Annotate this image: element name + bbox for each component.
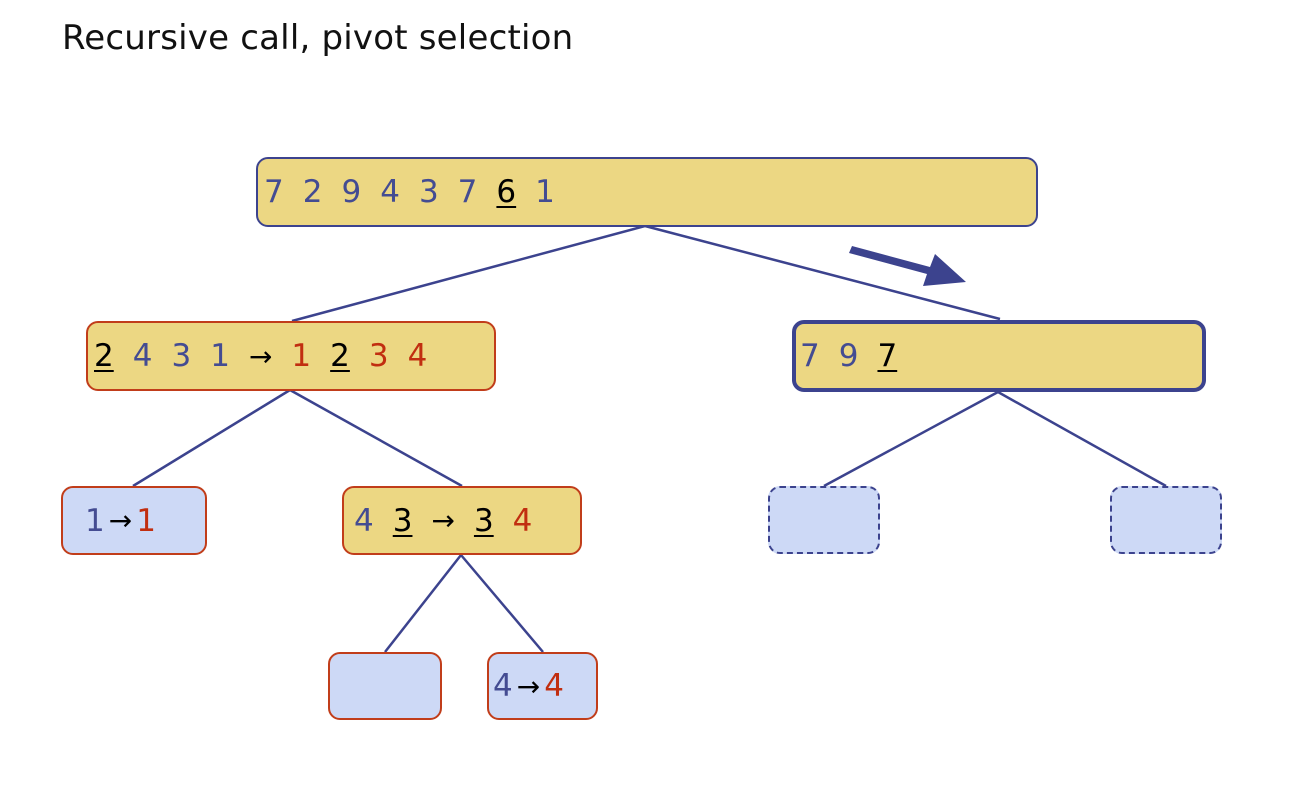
arrow-icon: → — [108, 504, 133, 537]
edge-leftright-left — [384, 554, 462, 653]
node-root: 7 2 9 4 3 7 6 1 — [256, 157, 1038, 227]
edge-left-leftleft — [132, 388, 291, 488]
digit: 3 — [171, 338, 192, 374]
digit: 1 — [136, 502, 156, 539]
digit: 7 — [264, 174, 284, 210]
pivot-digit: 3 — [392, 502, 413, 539]
digit: 4 — [380, 174, 400, 210]
digit: 3 — [418, 174, 439, 210]
node-right: 7 9 7 — [792, 320, 1206, 392]
edge-right-rightright — [997, 390, 1167, 488]
digit: 4 — [493, 668, 513, 704]
arrow-icon: → — [248, 339, 273, 373]
digit: 1 — [85, 502, 105, 539]
pivot-digit: 2 — [330, 338, 350, 374]
digit: 4 — [132, 338, 153, 374]
node-left-right-input: 4 3 — [354, 503, 412, 539]
pivot-digit: 7 — [877, 338, 898, 374]
pivot-digit: 6 — [496, 174, 517, 210]
edge-root-right — [644, 224, 1001, 321]
digit: 4 — [354, 502, 374, 539]
node-left-input: 2 4 3 1 — [94, 338, 230, 374]
edge-right-rightleft — [823, 390, 999, 488]
node-right-left-placeholder — [768, 486, 880, 554]
node-left-right-right: 4 → 4 — [487, 652, 598, 720]
edge-leftright-right — [460, 554, 544, 653]
node-right-input: 7 9 7 — [800, 338, 897, 374]
digit: 1 — [291, 338, 312, 374]
edge-left-leftright — [289, 388, 463, 488]
digit: 1 — [210, 338, 230, 374]
node-left-right: 4 3 → 3 4 — [342, 486, 582, 555]
progress-arrow-icon — [849, 246, 966, 286]
node-right-right-placeholder — [1110, 486, 1222, 554]
node-left-output: 1 2 3 4 — [291, 338, 427, 374]
node-root-input: 7 2 9 4 3 7 6 1 — [264, 174, 555, 210]
digit: 9 — [838, 338, 859, 374]
digit: 3 — [368, 338, 389, 374]
edge-root-left — [291, 224, 646, 323]
arrow-icon: → — [516, 669, 541, 703]
node-left-left: 1 → 1 — [61, 486, 207, 555]
page-title: Recursive call, pivot selection — [62, 18, 574, 58]
digit: 4 — [407, 338, 428, 374]
digit: 4 — [544, 668, 564, 704]
digit: 4 — [512, 502, 533, 539]
digit: 9 — [341, 174, 362, 210]
digit: 7 — [800, 338, 820, 374]
digit: 2 — [302, 174, 323, 210]
pivot-digit: 3 — [473, 502, 494, 539]
arrow-icon: → — [431, 504, 455, 537]
node-left-right-output: 3 4 — [474, 503, 532, 539]
pivot-digit: 2 — [94, 338, 114, 374]
node-left-right-left — [328, 652, 442, 720]
digit: 1 — [535, 174, 555, 210]
node-left: 2 4 3 1 → 1 2 3 4 — [86, 321, 496, 391]
digit: 7 — [457, 174, 478, 210]
